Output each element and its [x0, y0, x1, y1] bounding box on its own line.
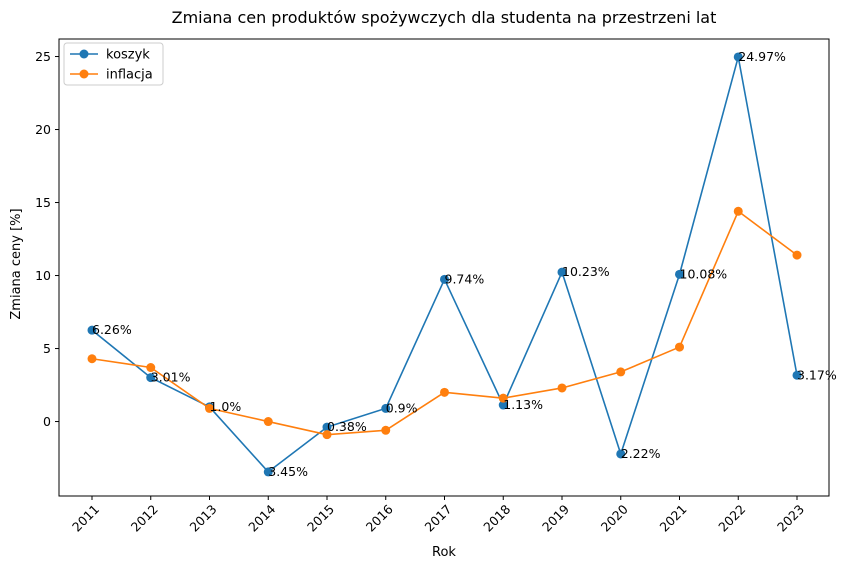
data-point-koszyk	[557, 267, 567, 277]
x-tick-label: 2014	[245, 501, 278, 534]
data-point-inflacja	[675, 342, 684, 352]
legend-marker	[79, 69, 89, 79]
data-point-inflacja	[146, 363, 156, 373]
data-point-koszyk	[146, 373, 156, 383]
data-point-inflacja	[733, 206, 743, 216]
data-point-inflacja	[322, 430, 332, 440]
x-tick-label: 2023	[774, 502, 807, 535]
data-point-koszyk	[381, 403, 391, 413]
data-label: 10.08%	[680, 266, 728, 281]
data-point-koszyk	[733, 52, 743, 62]
x-tick-label: 2015	[304, 502, 337, 535]
data-point-koszyk	[440, 274, 449, 284]
data-point-koszyk	[792, 370, 802, 380]
y-axis-label: Zmiana ceny [%]	[9, 208, 24, 319]
x-tick-label: 2013	[187, 502, 220, 535]
data-label: 3.45%	[268, 464, 308, 479]
data-label: 3.01%	[151, 370, 191, 385]
series-line-inflacja	[91, 210, 798, 436]
data-label: 3.17%	[797, 367, 837, 382]
legend-marker	[79, 49, 89, 59]
data-point-inflacja	[87, 354, 97, 364]
x-tick-label: 2016	[363, 501, 396, 534]
series-line-koszyk	[91, 56, 798, 473]
data-point-inflacja	[440, 387, 449, 397]
chart-title: Zmiana cen produktów spożywczych dla stu…	[172, 8, 717, 27]
data-point-inflacja	[792, 250, 802, 260]
legend-label: inflacja	[106, 68, 153, 83]
y-tick-label: 10	[35, 268, 51, 283]
data-label: 10.23%	[562, 264, 610, 279]
y-tick-label: 0	[43, 414, 51, 429]
legend: koszyk inflacja	[63, 42, 164, 86]
data-point-inflacja	[263, 417, 273, 427]
data-point-koszyk	[322, 422, 332, 432]
data-label: 1.0%	[210, 399, 242, 414]
y-tick-label: 5	[43, 341, 51, 356]
x-tick-label: 2020	[598, 501, 631, 534]
y-tick-label: 20	[35, 122, 51, 137]
data-point-koszyk	[87, 325, 97, 335]
data-label: 0.38%	[327, 419, 367, 434]
x-tick-label: 2022	[715, 502, 748, 535]
data-point-koszyk	[498, 400, 508, 410]
y-tick-label: 25	[35, 49, 51, 64]
x-tick-label: 2019	[539, 501, 572, 534]
data-point-koszyk	[263, 467, 273, 477]
data-point-koszyk	[616, 449, 626, 459]
x-tick-label: 2018	[480, 501, 513, 534]
y-tick-label: 15	[35, 195, 51, 210]
data-label: 6.26%	[92, 322, 132, 337]
legend-label: koszyk	[106, 48, 150, 63]
data-point-inflacja	[381, 425, 391, 435]
data-point-koszyk	[675, 269, 684, 279]
x-tick-label: 2017	[422, 502, 455, 535]
data-point-inflacja	[498, 393, 508, 403]
x-tick-label: 2012	[128, 502, 161, 535]
data-point-inflacja	[205, 403, 214, 413]
x-tick-label: 2011	[69, 502, 102, 535]
data-label: 0.9%	[386, 400, 418, 415]
x-tick-label: 2021	[657, 502, 690, 535]
plot-area: 0 5 10 15 20 25 2011 2012 2013 2014 2015 2016 2017 20…	[35, 38, 837, 535]
data-label: 2.22%	[621, 446, 661, 461]
data-label: 24.97%	[738, 49, 786, 64]
data-label: 1.13%	[503, 397, 543, 412]
data-point-inflacja	[616, 367, 626, 377]
data-point-inflacja	[557, 383, 567, 393]
data-label: 9.74%	[445, 271, 485, 286]
x-axis-label: Rok	[432, 545, 456, 560]
